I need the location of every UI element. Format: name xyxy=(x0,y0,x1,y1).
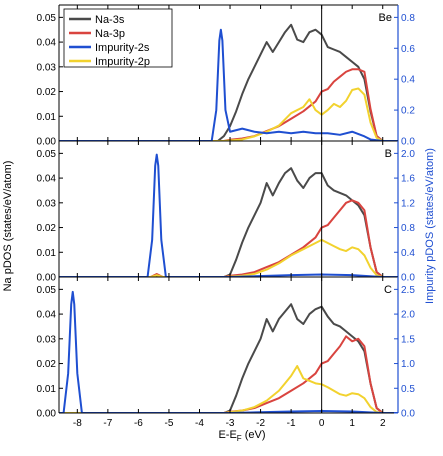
y-tick-label-left: 0.02 xyxy=(37,359,57,370)
x-axis-label: E-EF (eV) xyxy=(218,429,265,443)
y-tick-label-right: 1.0 xyxy=(401,359,415,370)
y-tick-label-right: 0.6 xyxy=(401,44,415,55)
y-tick-label-right: 1.2 xyxy=(401,198,415,209)
series-line-na3s-b xyxy=(59,167,398,277)
series-line-na3p-c xyxy=(59,335,398,413)
y-tick-label-left: 0.01 xyxy=(37,384,57,395)
x-tick-label: -2 xyxy=(256,418,265,429)
series-group xyxy=(59,153,398,277)
y-tick-label-left: 0.04 xyxy=(37,174,57,185)
series-line-imp2p-c xyxy=(59,365,398,413)
y-tick-label-left: 0.05 xyxy=(37,149,57,160)
x-tick-label: -8 xyxy=(73,418,82,429)
series-line-imp2p-be xyxy=(59,87,398,141)
y-tick-label-left: 0.05 xyxy=(37,285,57,296)
x-tick-label: 2 xyxy=(380,418,386,429)
x-tick-label: -1 xyxy=(287,418,296,429)
legend-label: Impurity-2s xyxy=(95,42,150,54)
x-axis-label-unit: (eV) xyxy=(242,429,266,441)
y-tick-label-left: 0.00 xyxy=(37,273,57,284)
y-tick-label-right: 2.5 xyxy=(401,285,415,296)
y-tick-label-right: 0.0 xyxy=(401,409,415,420)
x-axis-label-main: E-E xyxy=(218,429,236,441)
legend: Na-3s Na-3p Impurity-2s Impurity-2p xyxy=(63,8,173,68)
y-tick-label-left: 0.03 xyxy=(37,198,57,209)
panel-label: B xyxy=(385,148,392,160)
y-tick-label-right: 1.5 xyxy=(401,334,415,345)
y-tick-label-right: 0.0 xyxy=(401,273,415,284)
y-tick-label-left: 0.05 xyxy=(37,13,57,24)
series-line-imp2s-c xyxy=(59,290,398,413)
y-tick-label-left: 0.01 xyxy=(37,248,57,259)
y-tick-label-left: 0.02 xyxy=(37,87,57,98)
legend-label: Na-3s xyxy=(95,14,125,26)
legend-label: Impurity-2p xyxy=(95,56,150,68)
y-tick-label-right: 0.8 xyxy=(401,13,415,24)
legend-label: Na-3p xyxy=(95,28,125,40)
series-line-na3s-c xyxy=(59,303,398,413)
series-group xyxy=(59,290,398,413)
series-line-imp2s-b xyxy=(59,153,398,277)
series-line-imp2p-b xyxy=(59,238,398,277)
x-tick-label: 0 xyxy=(319,418,325,429)
y-tick-label-left: 0.01 xyxy=(37,112,57,123)
panels-group: 0.000.010.020.030.040.050.00.20.40.60.8B… xyxy=(37,4,415,429)
y-tick-label-left: 0.00 xyxy=(37,409,57,420)
panel-be: 0.00 0.01 0.02 0.03 0.04 0.05 0.0 0.2 0.4 0.6 0.8 B… xyxy=(37,4,415,148)
x-tick-label: -5 xyxy=(164,418,173,429)
y-tick-label-right: 0.5 xyxy=(401,384,415,395)
y-tick-label-left: 0.04 xyxy=(37,38,57,49)
panel-b: 0.00 0.01 0.02 0.03 0.04 0.05 0.0 0.4 0.8 1.2 1.6 2… xyxy=(37,140,415,284)
y-tick-label-left: 0.00 xyxy=(37,137,57,148)
y-tick-label-right: 1.6 xyxy=(401,174,415,185)
x-tick-label: -3 xyxy=(226,418,235,429)
x-tick-label: 1 xyxy=(349,418,355,429)
y-tick-label-left: 0.04 xyxy=(37,310,57,321)
series-line-imp2s-be xyxy=(59,28,398,141)
x-tick-label: -6 xyxy=(134,418,143,429)
panel-c: 0.00 0.01 0.02 0.03 0.04 0.05 0.0 0.5 1.0 1.5 2.0 2… xyxy=(37,276,415,420)
series-line-na3p-b xyxy=(59,199,398,277)
y-tick-label-right: 0.2 xyxy=(401,106,415,117)
y-tick-label-right: 0.8 xyxy=(401,223,415,234)
y-tick-label-left: 0.02 xyxy=(37,223,57,234)
y-tick-label-right: 2.0 xyxy=(401,310,415,321)
panel-label: C xyxy=(384,284,392,296)
y-axis-label-right: Impurity pDOS (states/eV/atom) xyxy=(424,148,436,304)
panel-label: Be xyxy=(379,12,392,24)
x-tick-label: -4 xyxy=(195,418,204,429)
x-axis-label-sub: F xyxy=(237,434,242,443)
series-group xyxy=(59,23,398,141)
y-axis-label-left: Na pDOS (states/eV/atom) xyxy=(2,161,14,292)
y-tick-label-left: 0.03 xyxy=(37,334,57,345)
y-tick-label-right: 0.4 xyxy=(401,75,415,86)
y-tick-label-right: 2.0 xyxy=(401,149,415,160)
y-tick-label-right: 0.0 xyxy=(401,137,415,148)
y-tick-label-left: 0.03 xyxy=(37,62,57,73)
y-tick-label-right: 0.4 xyxy=(401,248,415,259)
x-tick-label: -7 xyxy=(103,418,112,429)
